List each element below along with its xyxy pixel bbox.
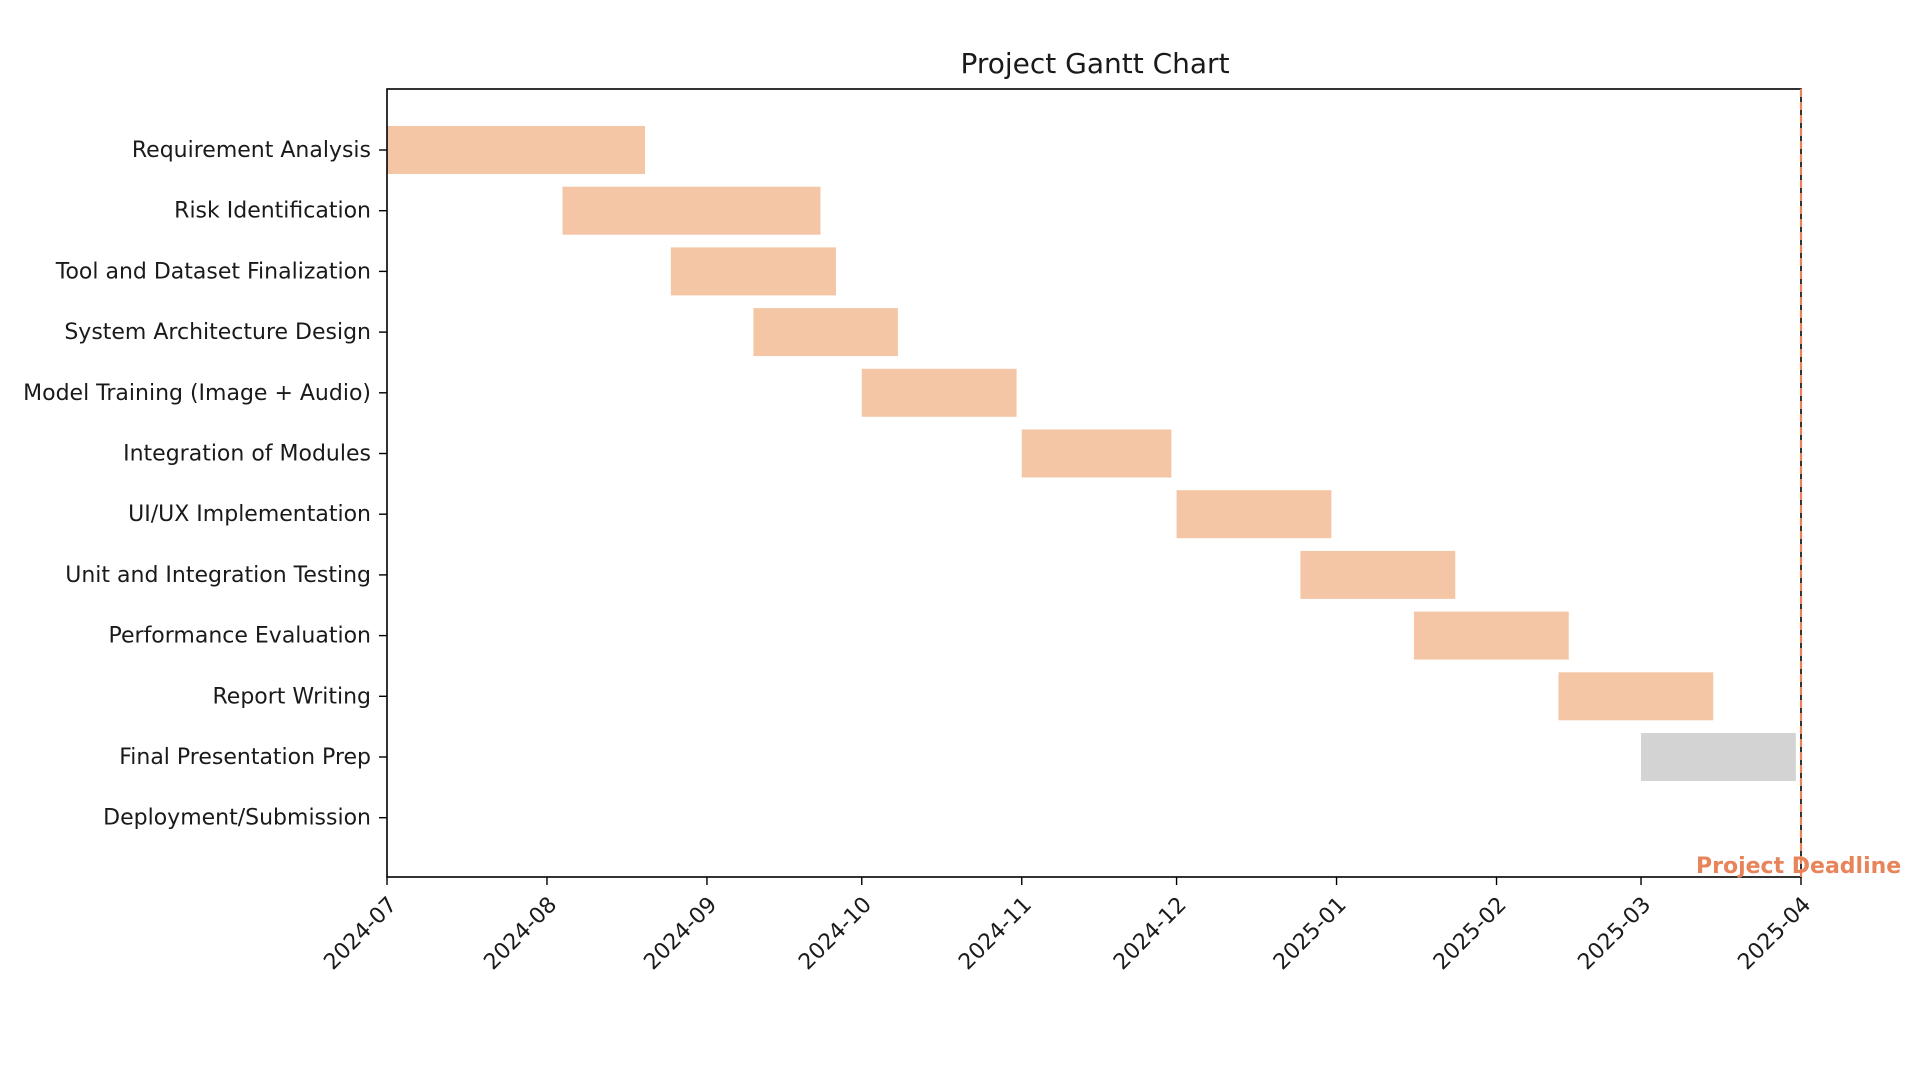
x-tick-label: 2024-09 [639,892,722,975]
x-tick-label: 2025-02 [1429,892,1512,975]
task-bar [1558,672,1714,721]
x-tick-label: 2025-03 [1573,892,1656,975]
task-label: Final Presentation Prep [119,745,371,770]
task-bar [1413,611,1569,660]
task-label: Risk Identification [174,199,371,224]
task-bar [861,368,1017,417]
task-label: Report Writing [213,684,372,709]
deadline-label: Project Deadline [1696,854,1901,879]
task-bar [670,247,836,296]
task-label: UI/UX Implementation [128,502,371,527]
task-bar [387,126,646,174]
x-tick-label: 2024-10 [794,892,877,975]
chart-title: Project Gantt Chart [960,47,1229,80]
task-bar [1641,733,1796,781]
task-label: Unit and Integration Testing [65,563,371,588]
task-label: Model Training (Image + Audio) [23,381,371,406]
task-bars [387,126,1796,781]
task-bar [1021,429,1172,478]
task-bar [753,308,898,357]
x-tick-label: 2024-11 [954,892,1037,975]
task-bar [1176,490,1332,539]
deadline-marker: Project Deadline [1696,89,1901,879]
task-label: Tool and Dataset Finalization [55,259,371,284]
task-label: Integration of Modules [123,442,371,467]
x-tick-label: 2025-04 [1733,892,1816,975]
task-label: Performance Evaluation [109,624,372,649]
task-label: System Architecture Design [64,320,371,345]
x-axis-labels: 2024-07 2024-08 2024-09 2024-10 2024-11 2024-… [319,877,1816,975]
task-bar [1300,550,1456,599]
x-tick-label: 2024-08 [479,892,562,975]
x-tick-label: 2024-12 [1109,892,1192,975]
task-bar [562,186,821,235]
x-tick-label: 2025-01 [1269,892,1352,975]
task-label: Requirement Analysis [132,138,371,163]
y-axis-labels: Requirement Analysis Risk Identification T… [23,138,387,831]
task-label: Deployment/Submission [103,806,371,831]
x-tick-label: 2024-07 [319,892,402,975]
